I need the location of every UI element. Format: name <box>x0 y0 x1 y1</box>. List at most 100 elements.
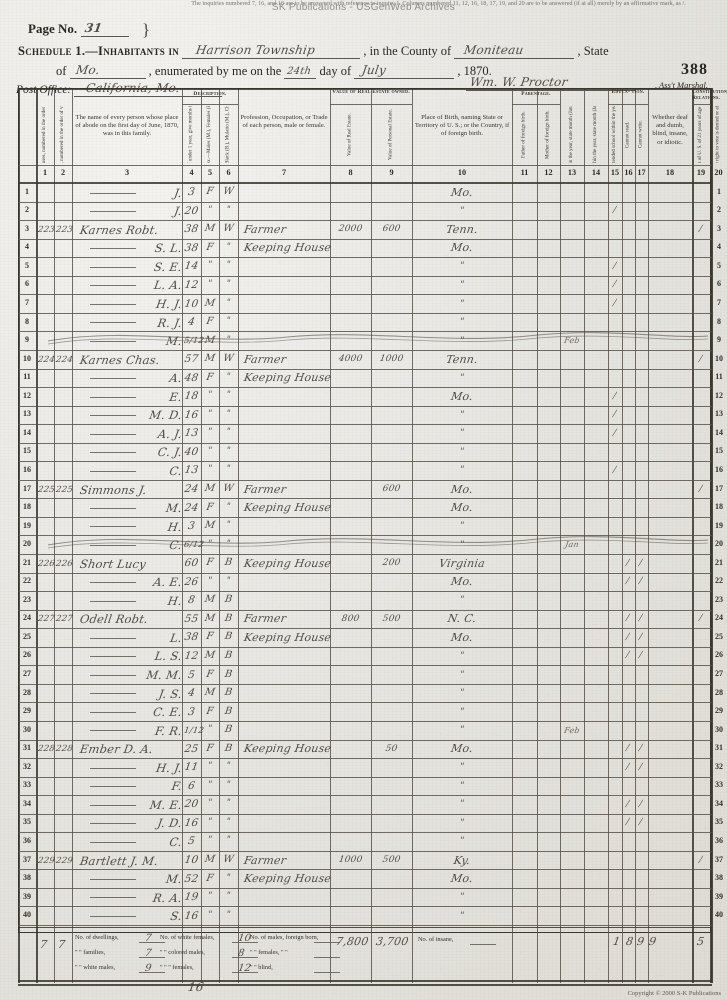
marshal-signature-blank: Wm. W. Proctor <box>466 75 636 91</box>
table-row-rule <box>18 442 712 444</box>
cell-birthplace: " <box>459 261 465 272</box>
summary-blank-rule <box>139 941 165 943</box>
cell-birthplace: Mo. <box>450 630 474 644</box>
table-row-rule <box>18 813 712 815</box>
cell-birthplace: Virginia <box>438 556 486 570</box>
table-row-rule <box>18 257 712 259</box>
cell-occupation: Farmer <box>242 222 288 236</box>
column-header-16: Cannot read. <box>624 121 631 148</box>
cell-age: 5 <box>187 835 196 848</box>
row-number-right: 4 <box>717 242 721 252</box>
cell-real-estate: 800 <box>340 613 361 624</box>
state-label: , State <box>577 44 609 58</box>
row-number-left: 12 <box>23 390 31 400</box>
ditto-dash <box>90 804 136 806</box>
cell-color: " <box>225 390 232 401</box>
cell-age: 57 <box>183 353 200 366</box>
table-row-rule <box>692 104 711 105</box>
cell-color: " <box>225 464 232 475</box>
table-row-rule <box>18 739 712 741</box>
ditto-dash <box>90 303 136 305</box>
ditto-dash <box>90 841 136 843</box>
row-number-left: 33 <box>23 780 31 790</box>
summary-blank-rule <box>470 943 496 945</box>
cell-real-estate: 4000 <box>337 354 364 365</box>
row-number-right: 33 <box>715 780 723 790</box>
table-row-rule <box>18 609 712 611</box>
cell-birthplace: N. C. <box>446 612 478 626</box>
cell-occupation: Keeping House <box>242 556 333 570</box>
instruction-note: The inquiries numbered 7, 16, and 18 are… <box>191 0 686 7</box>
cell-sex: M <box>203 594 217 606</box>
cell-person-name: C. E. <box>152 705 184 720</box>
ditto-dash <box>90 823 136 825</box>
cell-birthplace: Tenn. <box>445 222 479 236</box>
cell-color: B <box>223 668 234 680</box>
table-row-rule <box>18 628 712 630</box>
cell-color: B <box>223 594 234 606</box>
cell-color: " <box>225 297 232 308</box>
column-group-header: Value of Real Estate owned. <box>332 89 410 95</box>
cell-occupation: Farmer <box>242 612 288 626</box>
cell-age: 16 <box>183 816 200 829</box>
day-blank: 24th <box>284 65 317 79</box>
row-number-right: 34 <box>715 798 723 808</box>
row-number-right: 19 <box>715 520 723 530</box>
summary-total-real-estate: 7,800 <box>334 935 370 948</box>
row-number-right: 27 <box>715 669 723 678</box>
cell-sex: " <box>207 408 213 419</box>
column-number-6: 6 <box>226 168 231 177</box>
cell-sex: " <box>207 575 213 586</box>
column-number-10: 10 <box>457 168 467 177</box>
cell-birthplace: Mo. <box>450 241 474 255</box>
cell-birthplace: " <box>459 706 465 717</box>
row-number-right: 21 <box>715 557 723 567</box>
column-header-5: Sex.—Males (M.), Females (F.) <box>206 106 213 163</box>
cell-color: " <box>225 575 232 586</box>
column-number-15: 15 <box>610 168 620 177</box>
page-no-value: 31 <box>83 21 104 35</box>
table-row-rule <box>512 104 560 105</box>
cell-person-name: E. <box>168 389 184 404</box>
cell-age: 16 <box>183 909 200 922</box>
cell-sex: " <box>207 204 213 215</box>
cell-color: W <box>222 353 235 365</box>
cell-sex: " <box>207 464 213 475</box>
cell-age: 12 <box>183 278 200 291</box>
cell-sex: M <box>203 687 217 699</box>
cell-sex: M <box>203 483 217 494</box>
row-number-right: 28 <box>715 687 723 697</box>
cell-sex: M <box>203 520 217 532</box>
cell-color: " <box>225 538 232 549</box>
ditto-dash <box>90 711 136 713</box>
cell-color: B <box>223 649 234 661</box>
cell-birthplace: Tenn. <box>445 352 479 366</box>
column-number-8: 8 <box>348 168 353 177</box>
cell-birthplace: " <box>459 298 465 309</box>
row-number-right: 17 <box>715 483 723 493</box>
ditto-dash <box>90 878 136 880</box>
county-blank: Moniteau <box>454 43 575 59</box>
table-row-rule <box>18 312 712 314</box>
column-header-8: Value of Real Estate. <box>346 113 353 156</box>
row-number-right: 2 <box>717 205 721 215</box>
table-row-rule <box>18 349 712 351</box>
cell-age: 10 <box>183 854 200 866</box>
cell-birthplace: Mo. <box>450 185 474 199</box>
row-number-left: 22 <box>23 576 31 586</box>
cell-sex: M <box>203 649 217 661</box>
cell-age: 14 <box>183 260 200 273</box>
cell-person-name: C. J. <box>156 445 184 460</box>
county-value: Moniteau <box>462 43 525 57</box>
column-header-1: Dwelling-houses, numbered in the order o… <box>41 106 48 163</box>
cell-dwelling-number: 225 <box>37 484 56 495</box>
cell-sex: " <box>207 278 213 289</box>
cell-color: " <box>225 316 232 327</box>
cell-birthplace: " <box>459 539 465 550</box>
summary-label: " " blind, <box>250 964 273 971</box>
cell-age: 3 <box>187 186 196 199</box>
row-number-right: 13 <box>715 409 723 419</box>
table-row-rule <box>18 498 712 500</box>
row-number-right: 12 <box>715 390 723 400</box>
column-number-20: 20 <box>714 168 723 177</box>
